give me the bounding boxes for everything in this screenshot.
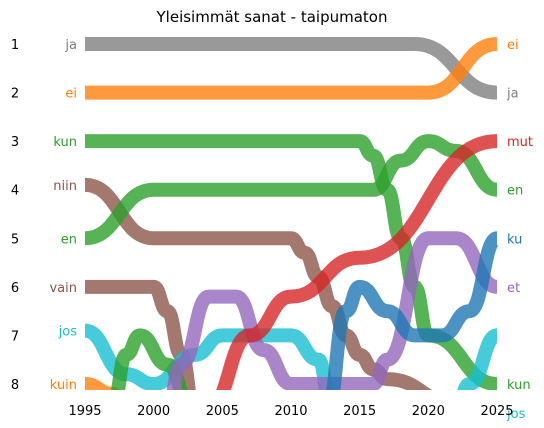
series-labels: ja ja ei ei kun kun niin en en vain jos jos kuin et mu… (49, 38, 533, 422)
series-line-ku (326, 231, 501, 390)
left-label-kun: kun (53, 135, 77, 150)
right-label-ja: ja (506, 87, 519, 102)
left-label-niin: niin (53, 179, 77, 194)
left-label-kuin: kuin (50, 378, 77, 393)
right-label-jos: jos (506, 407, 526, 422)
right-label-en: en (507, 184, 523, 199)
y-tick-labels: 1 2 3 4 5 6 7 8 (11, 38, 19, 393)
x-tick-label: 2010 (274, 404, 307, 419)
y-tick-label: 2 (11, 87, 19, 102)
y-tick-label: 6 (11, 281, 19, 296)
y-tick-label: 5 (11, 232, 19, 247)
series-lines (83, 36, 501, 390)
y-tick-label: 8 (11, 378, 19, 393)
right-label-ku: ku (507, 232, 522, 247)
left-label-ei: ei (65, 87, 77, 102)
y-tick-label: 1 (11, 38, 19, 53)
series-line-kuin (84, 377, 119, 390)
left-label-vain: vain (49, 281, 77, 296)
series-line-jos-2 (457, 328, 500, 390)
y-tick-label: 3 (11, 135, 19, 150)
right-label-mut: mut (507, 135, 533, 150)
y-tick-label: 4 (11, 184, 19, 199)
right-label-et: et (507, 281, 520, 296)
x-tick-label: 2005 (206, 404, 239, 419)
series-line-mut (216, 134, 498, 390)
left-label-jos: jos (58, 325, 78, 340)
y-tick-label: 7 (11, 329, 19, 344)
x-tick-label: 2015 (343, 404, 376, 419)
left-label-en: en (61, 232, 77, 247)
x-tick-labels: 1995 2000 2005 2010 2015 2020 2025 (68, 404, 513, 419)
x-tick-label: 2020 (412, 404, 445, 419)
left-label-ja: ja (64, 38, 77, 53)
series-line-et (166, 231, 499, 390)
chart-title: Yleisimmät sanat - taipumaton (156, 8, 388, 26)
series-line-ei (84, 37, 498, 100)
x-tick-label: 1995 (68, 404, 101, 419)
x-tick-label: 2000 (137, 404, 170, 419)
x-tick-label: 2025 (480, 404, 513, 419)
right-label-kun: kun (507, 378, 531, 393)
right-label-ei: ei (507, 38, 519, 53)
